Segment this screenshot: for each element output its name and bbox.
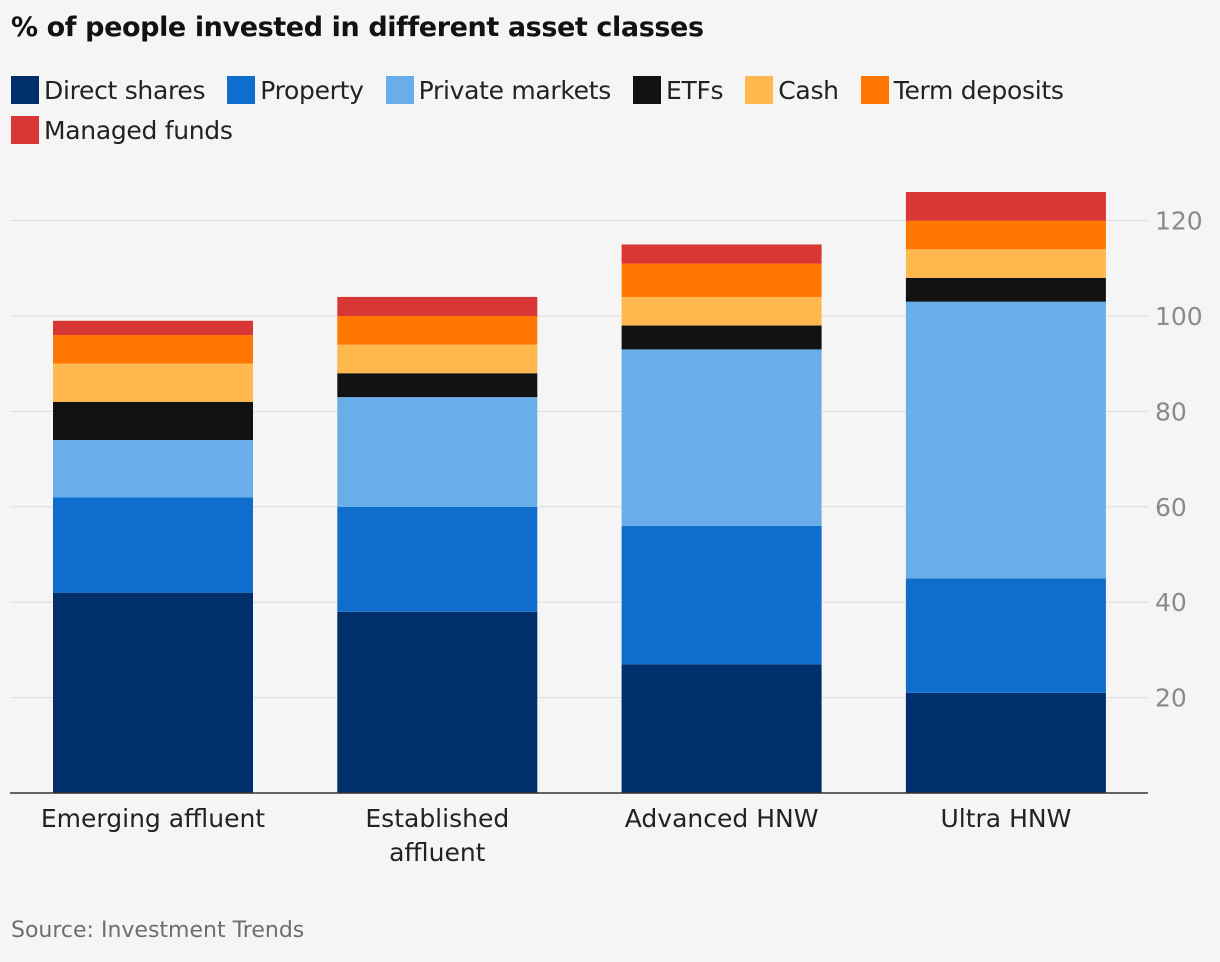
y-tick-label: 100 (1155, 302, 1203, 331)
bar-segment (621, 263, 822, 297)
stacked-bar-chart: 20 40 60 80 100 120 Emerging affluent Establish… (10, 191, 1203, 867)
x-category-label: Ultra HNW (940, 804, 1071, 833)
bar-segment (53, 363, 253, 402)
legend-label: Cash (778, 75, 839, 105)
legend-item: ETFs (632, 74, 724, 106)
chart-title: % of people invested in different asset … (11, 12, 704, 43)
y-tick-label: 60 (1155, 493, 1187, 522)
bar-segment (53, 497, 253, 593)
legend-label: Term deposits (893, 75, 1064, 105)
legend-swatch (745, 76, 774, 104)
legend-label: Private markets (418, 75, 612, 105)
x-category-label: Established (365, 804, 509, 833)
bar-segment (53, 401, 253, 441)
source-note: Source: Investment Trends (11, 918, 305, 943)
x-category-label: Emerging affluent (41, 804, 265, 833)
bar-segment (621, 244, 822, 264)
bar-segment (337, 397, 538, 507)
y-tick-label: 120 (1155, 207, 1203, 236)
bar-segment (337, 373, 538, 398)
legend: Direct shares Property Private markets ETFs… (11, 74, 1211, 146)
legend-label: ETFs (665, 75, 724, 105)
bar-segment (905, 578, 1106, 693)
legend-label: Direct shares (44, 75, 206, 105)
bar-segment (337, 506, 538, 612)
bar-segment (905, 277, 1106, 302)
legend-item: Direct shares (11, 74, 206, 106)
y-tick-label: 80 (1155, 397, 1187, 426)
bar-segment (53, 320, 253, 336)
legend-item: Cash (745, 74, 839, 106)
bar-segment (621, 296, 822, 326)
bar-segment (337, 316, 538, 345)
x-category-label: Advanced HNW (625, 804, 819, 833)
bar-segment (905, 191, 1106, 221)
y-tick-label: 20 (1155, 684, 1187, 713)
bar-segment (621, 325, 822, 350)
bar-segment (621, 349, 822, 526)
y-tick-label: 40 (1155, 588, 1187, 617)
legend-item: Property (227, 74, 364, 106)
bar-segment (53, 592, 253, 793)
bar-segment (337, 611, 538, 793)
legend-swatch (227, 76, 256, 104)
legend-item: Private markets (385, 74, 612, 106)
bar-segment (905, 692, 1106, 793)
legend-label: Property (260, 75, 364, 105)
x-category-label: affluent (389, 838, 486, 867)
legend-swatch (385, 76, 414, 104)
legend-item: Term deposits (860, 74, 1064, 106)
bar-segment (905, 249, 1106, 278)
bar-segment (621, 525, 822, 665)
bar-segment (905, 220, 1106, 250)
legend-swatch (860, 76, 889, 104)
bar-segment (337, 344, 538, 374)
legend-swatch (632, 76, 661, 104)
bar-segment (621, 664, 822, 793)
legend-label: Managed funds (44, 115, 233, 145)
bar-segment (53, 440, 253, 498)
bar-segment (905, 301, 1106, 579)
legend-swatch (11, 76, 39, 104)
legend-swatch (11, 116, 39, 144)
bar-segment (53, 335, 253, 364)
legend-item: Managed funds (11, 114, 233, 146)
bar-segment (337, 296, 538, 316)
